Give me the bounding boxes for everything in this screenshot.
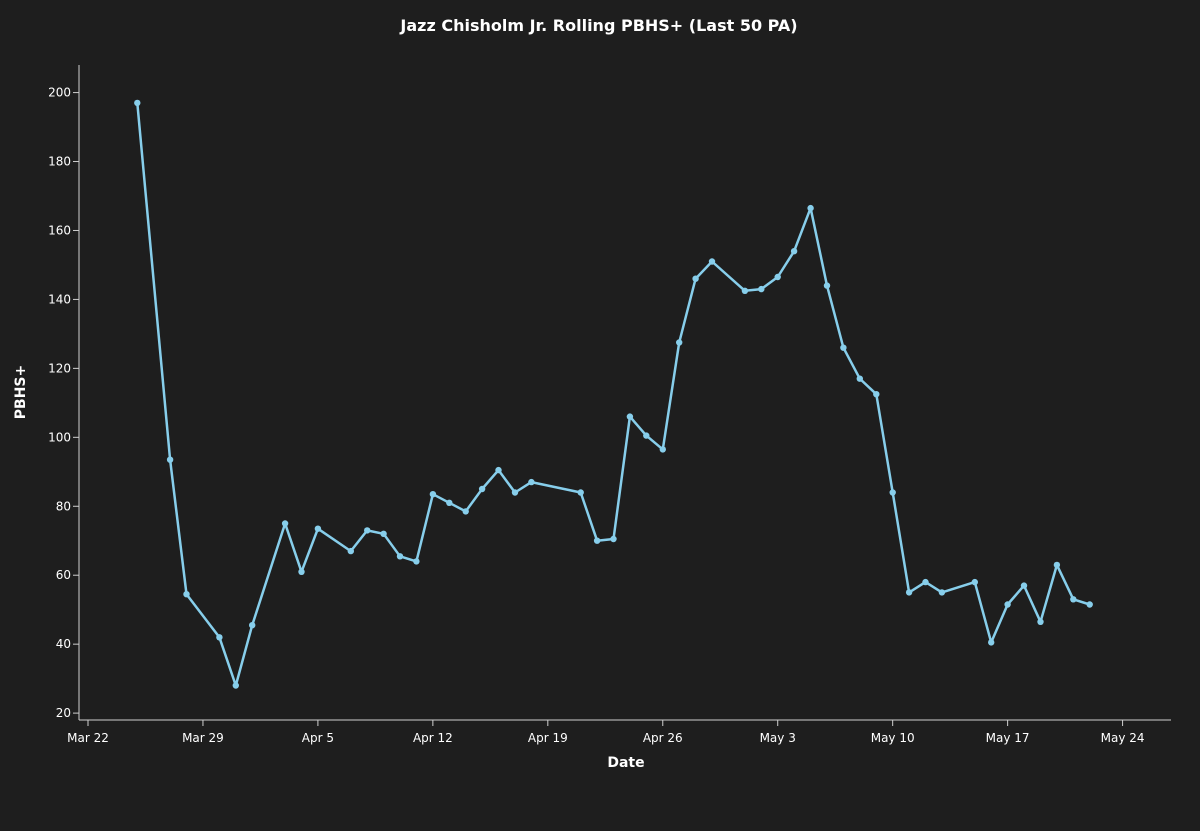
data-point [823, 282, 831, 289]
y-tick-label: 160 [48, 223, 71, 237]
data-point [511, 489, 519, 496]
data-point [922, 578, 929, 586]
y-tick-label: 60 [56, 568, 71, 582]
data-point [938, 589, 946, 596]
y-tick-label: 180 [48, 155, 71, 169]
data-point [1037, 618, 1044, 625]
x-tick-label: Apr 26 [643, 731, 683, 745]
data-point [298, 568, 305, 575]
data-point [741, 287, 749, 294]
data-point [593, 537, 601, 544]
chart-title: Jazz Chisholm Jr. Rolling PBHS+ (Last 50… [399, 16, 797, 35]
data-point [495, 466, 502, 474]
data-point [281, 520, 289, 527]
y-tick-label: 40 [56, 637, 71, 651]
y-axis: 20 40 60 80 100 120 140 160 180 200 [48, 65, 80, 720]
data-point [659, 446, 666, 453]
data-point [856, 375, 863, 382]
y-tick-label: 20 [56, 706, 71, 720]
x-tick-label: Apr 19 [528, 731, 568, 745]
data-point [676, 339, 683, 346]
data-point [314, 525, 322, 532]
data-point [1070, 596, 1077, 603]
y-tick-label: 140 [48, 292, 71, 306]
data-point [577, 489, 584, 496]
data-point [873, 391, 880, 398]
y-axis-label: PBHS+ [13, 365, 29, 419]
data-point [462, 508, 469, 515]
data-point [988, 639, 995, 646]
data-point [1086, 601, 1093, 608]
data-point [380, 530, 387, 537]
data-point [1053, 561, 1061, 569]
data-point [643, 432, 650, 439]
data-point [758, 285, 765, 293]
data-point [528, 478, 535, 486]
data-point [708, 258, 716, 265]
x-axis: Mar 22 Mar 29 Apr 5 Apr 12 Apr 19 Apr 26 May 3… [67, 719, 1171, 745]
data-point [216, 634, 223, 641]
data-point [840, 344, 847, 351]
data-point [971, 578, 978, 586]
x-tick-label: May 24 [1101, 731, 1145, 745]
x-tick-label: Mar 29 [182, 731, 224, 745]
y-tick-label: 120 [48, 361, 71, 375]
data-point [249, 622, 256, 629]
x-tick-label: May 3 [760, 731, 796, 745]
x-tick-label: Mar 22 [67, 731, 109, 745]
x-tick-label: Apr 5 [302, 731, 334, 745]
x-tick-label: May 10 [871, 731, 915, 745]
data-point [478, 485, 486, 493]
series-line [136, 102, 1091, 687]
data-point [790, 248, 798, 255]
data-point [626, 413, 634, 420]
data-point [610, 535, 617, 543]
y-tick-label: 100 [48, 430, 71, 444]
y-tick-label: 80 [56, 499, 71, 513]
data-point [134, 99, 141, 107]
data-point [692, 275, 699, 282]
x-tick-label: May 17 [986, 731, 1030, 745]
data-point [905, 589, 913, 596]
data-point [1004, 601, 1011, 608]
data-point [446, 499, 453, 506]
data-point [396, 553, 404, 560]
data-point [774, 273, 781, 281]
x-tick-label: Apr 12 [413, 731, 453, 745]
data-point [1020, 582, 1028, 589]
series-pbhs [134, 99, 1093, 689]
data-point [807, 204, 814, 212]
data-point [429, 491, 437, 498]
y-tick-label: 200 [48, 86, 71, 100]
data-point [413, 558, 420, 565]
data-point [347, 547, 354, 555]
data-point [166, 456, 174, 463]
data-point [364, 527, 371, 534]
data-point [889, 489, 896, 496]
data-point [183, 591, 190, 598]
data-point [232, 682, 239, 689]
x-axis-label: Date [607, 755, 644, 771]
